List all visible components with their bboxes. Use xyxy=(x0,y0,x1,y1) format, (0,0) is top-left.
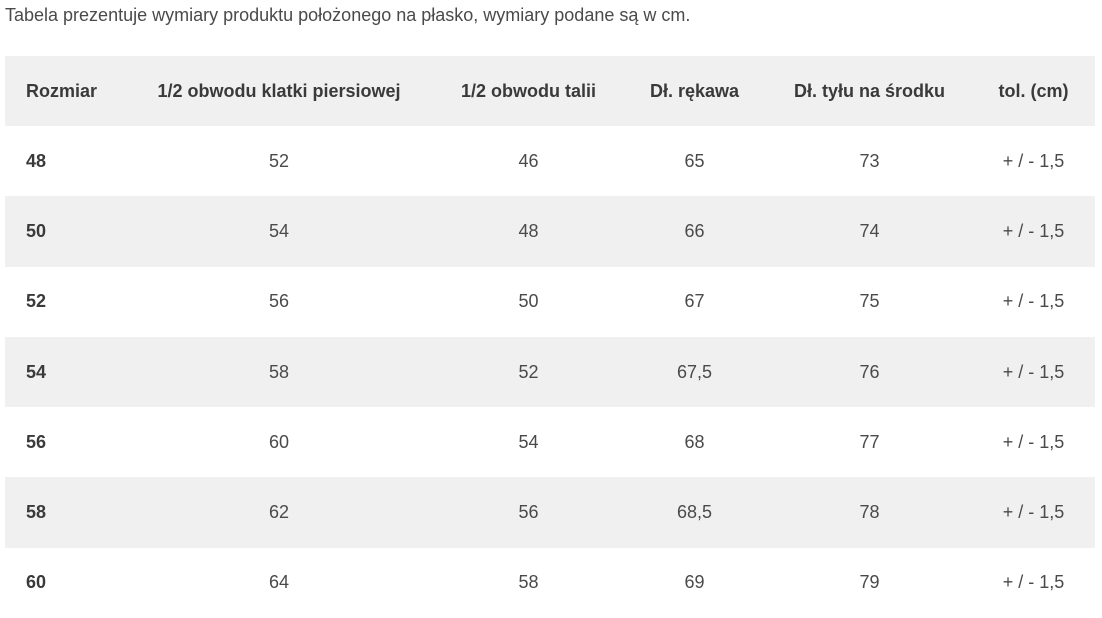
cell-half-waist: 56 xyxy=(518,502,539,523)
size-chart-table: Rozmiar 1/2 obwodu klatki piersiowej 1/2… xyxy=(5,56,1095,618)
cell-back-length: 74 xyxy=(859,220,880,241)
cell-sleeve-length: 66 xyxy=(684,220,705,241)
cell-size: 56 xyxy=(26,431,47,452)
cell-size: 58 xyxy=(26,502,47,523)
cell-tolerance: + / - 1,5 xyxy=(1002,150,1065,171)
table-header: Rozmiar 1/2 obwodu klatki piersiowej 1/2… xyxy=(5,56,1095,126)
header-back-length: Dł. tyłu na środku xyxy=(793,80,946,101)
cell-size: 52 xyxy=(26,291,47,312)
table-row: 50 54 48 66 74 + / - 1,5 xyxy=(5,196,1095,267)
cell-size: 54 xyxy=(26,361,47,382)
cell-tolerance: + / - 1,5 xyxy=(1002,502,1065,523)
table-row: 54 58 52 67,5 76 + / - 1,5 xyxy=(5,336,1095,408)
cell-half-chest: 54 xyxy=(268,220,290,241)
cell-back-length: 78 xyxy=(859,502,880,523)
cell-sleeve-length: 68 xyxy=(684,431,705,452)
table-row: 48 52 46 65 73 + / - 1,5 xyxy=(5,126,1095,196)
cell-tolerance: + / - 1,5 xyxy=(1002,361,1065,382)
header-sleeve-length: Dł. rękawa xyxy=(649,80,740,101)
cell-back-length: 75 xyxy=(859,291,880,312)
cell-size: 48 xyxy=(26,150,47,171)
cell-back-length: 79 xyxy=(859,572,880,593)
header-half-chest: 1/2 obwodu klatki piersiowej xyxy=(157,80,401,101)
table-body: 48 52 46 65 73 + / - 1,5 50 54 48 66 74 + / - 1,5 52… xyxy=(5,126,1095,618)
cell-sleeve-length: 65 xyxy=(684,150,705,171)
table-row: 56 60 54 68 77 + / - 1,5 xyxy=(5,407,1095,477)
cell-half-chest: 64 xyxy=(268,572,290,593)
cell-size: 60 xyxy=(26,572,47,593)
cell-tolerance: + / - 1,5 xyxy=(1002,431,1065,452)
header-size: Rozmiar xyxy=(26,80,98,101)
cell-sleeve-length: 68,5 xyxy=(676,502,713,523)
cell-half-chest: 52 xyxy=(268,150,290,171)
cell-half-waist: 46 xyxy=(518,150,539,171)
cell-half-waist: 50 xyxy=(518,291,539,312)
cell-sleeve-length: 67 xyxy=(684,291,705,312)
cell-half-chest: 56 xyxy=(268,291,290,312)
cell-back-length: 76 xyxy=(859,361,880,382)
header-row: Rozmiar 1/2 obwodu klatki piersiowej 1/2… xyxy=(5,56,1095,126)
table-row: 52 56 50 67 75 + / - 1,5 xyxy=(5,267,1095,337)
cell-tolerance: + / - 1,5 xyxy=(1002,291,1065,312)
cell-tolerance: + / - 1,5 xyxy=(1002,572,1065,593)
cell-sleeve-length: 67,5 xyxy=(676,361,713,382)
cell-half-waist: 58 xyxy=(518,572,539,593)
header-half-waist: 1/2 obwodu talii xyxy=(460,80,596,101)
table-row: 58 62 56 68,5 78 + / - 1,5 xyxy=(5,477,1095,548)
cell-back-length: 73 xyxy=(859,150,880,171)
table-description: Tabela prezentuje wymiary produktu położ… xyxy=(5,5,691,25)
table-row: 60 64 58 69 79 + / - 1,5 xyxy=(5,548,1095,618)
header-tolerance: tol. (cm) xyxy=(998,80,1069,101)
cell-back-length: 77 xyxy=(859,431,880,452)
cell-tolerance: + / - 1,5 xyxy=(1002,220,1065,241)
cell-sleeve-length: 69 xyxy=(684,572,705,593)
cell-half-waist: 54 xyxy=(518,431,539,452)
cell-half-chest: 60 xyxy=(268,431,290,452)
cell-half-waist: 52 xyxy=(518,361,539,382)
cell-half-chest: 62 xyxy=(268,502,290,523)
cell-size: 50 xyxy=(26,220,47,241)
cell-half-waist: 48 xyxy=(518,220,539,241)
cell-half-chest: 58 xyxy=(268,361,290,382)
